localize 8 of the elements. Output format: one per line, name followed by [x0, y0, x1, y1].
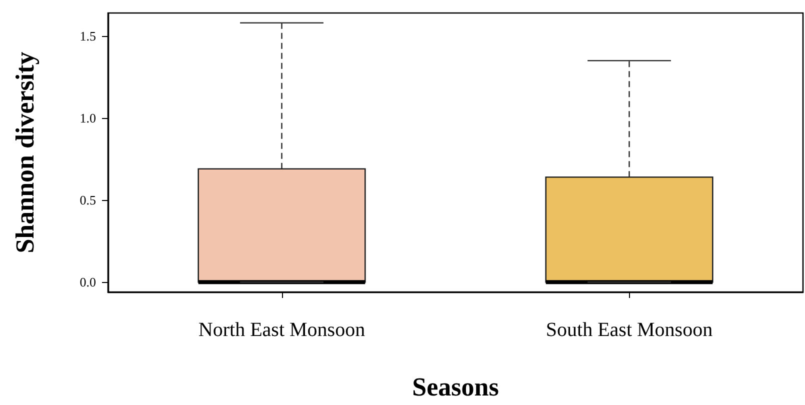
y-axis-title: Shannon diversity: [10, 52, 40, 254]
y-tick-label: 0.0: [80, 274, 96, 290]
y-tick-label: 1.0: [80, 110, 96, 126]
x-axis-title: Seasons: [412, 372, 499, 402]
x-tick-label: North East Monsoon: [198, 319, 366, 341]
y-tick-label: 0.5: [80, 192, 96, 208]
y-tick-label: 1.5: [80, 28, 96, 44]
x-tick-label: South East Monsoon: [546, 319, 713, 341]
